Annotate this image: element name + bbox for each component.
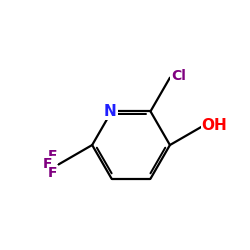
Text: Cl: Cl — [171, 69, 186, 83]
Text: F: F — [43, 157, 52, 171]
Text: OH: OH — [202, 118, 227, 133]
Text: F: F — [48, 149, 57, 163]
Text: N: N — [103, 104, 116, 119]
Text: F: F — [48, 166, 57, 180]
